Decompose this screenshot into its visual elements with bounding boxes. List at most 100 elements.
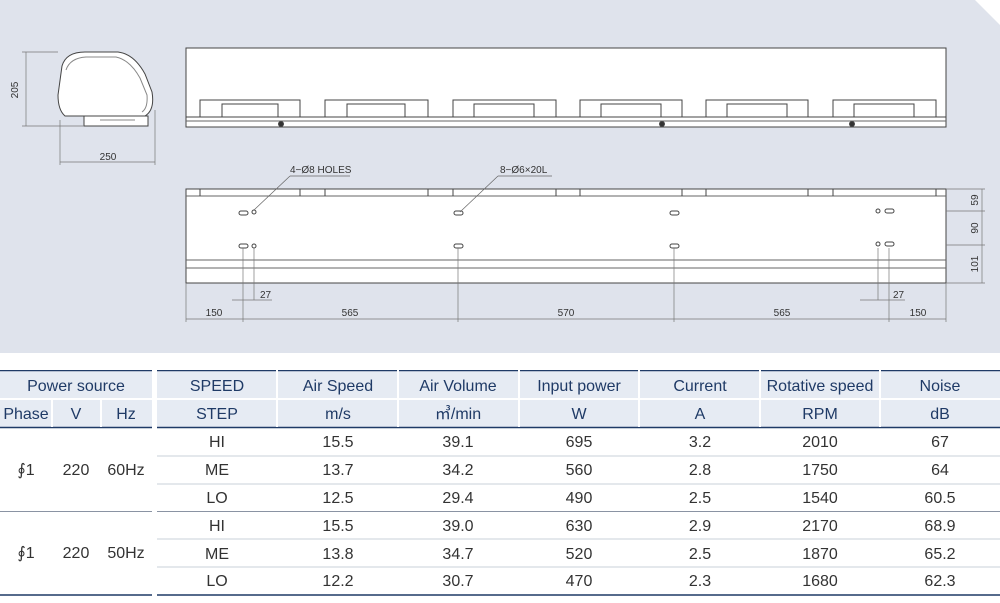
input-power-cell: 470: [566, 573, 593, 590]
air-speed-cell: 15.5: [322, 434, 353, 451]
group1-frequency: 60Hz: [107, 462, 144, 479]
fan-unit: [452, 99, 557, 118]
bottom-dim-570: 570: [558, 308, 575, 319]
mounting-slot: [884, 241, 895, 247]
header-hz: Hz: [116, 406, 136, 423]
header-v: V: [71, 406, 82, 423]
mounting-slot: [238, 243, 249, 249]
rpm-cell: 1750: [802, 462, 838, 479]
bottom-dim-565-right: 565: [774, 308, 791, 319]
air-volume-cell: 39.0: [442, 518, 473, 535]
right-dim-101: 101: [970, 255, 981, 272]
air-speed-cell: 13.7: [322, 462, 353, 479]
side-profile-view: [22, 51, 156, 165]
mounting-slot: [669, 243, 680, 249]
header-rotative-speed: Rotative speed: [767, 378, 874, 395]
air-volume-cell: 30.7: [442, 573, 473, 590]
mounting-slot: [453, 210, 464, 216]
slots-callout: 8−Ø6×20L: [500, 165, 548, 176]
current-cell: 2.8: [689, 462, 711, 479]
fan-unit: [705, 99, 809, 118]
current-cell: 3.2: [689, 434, 711, 451]
header-step: STEP: [196, 406, 238, 423]
bottom-mounting-view: [185, 175, 985, 322]
unit-current: A: [695, 406, 706, 423]
table-row: LO 12.2 30.7 470 2.3 1680 62.3: [206, 573, 955, 590]
rpm-cell: 2170: [802, 518, 838, 535]
group2-phase: ∮1: [17, 545, 34, 562]
spec-table: Power source SPEED Air Speed Air Volume …: [0, 370, 1000, 596]
current-cell: 2.9: [689, 518, 711, 535]
unit-noise: dB: [930, 406, 950, 423]
rpm-cell: 1540: [802, 490, 838, 507]
noise-cell: 60.5: [924, 490, 955, 507]
input-power-cell: 520: [566, 546, 593, 563]
height-dimension-label: 205: [10, 81, 21, 98]
technical-drawing: 205 250: [0, 0, 1000, 353]
noise-cell: 68.9: [924, 518, 955, 535]
air-speed-cell: 12.2: [322, 573, 353, 590]
header-air-volume: Air Volume: [419, 378, 496, 395]
mounting-hole: [875, 241, 881, 247]
header-power-source: Power source: [27, 378, 125, 395]
air-volume-cell: 34.2: [442, 462, 473, 479]
noise-cell: 64: [931, 462, 949, 479]
step-cell: LO: [206, 490, 227, 507]
mounting-hole: [875, 208, 881, 214]
table-row: ME 13.8 34.7 520 2.5 1870 65.2: [205, 546, 956, 563]
right-offset-27: 27: [893, 290, 905, 301]
bottom-dim-565-left: 565: [342, 308, 359, 319]
rpm-cell: 2010: [802, 434, 838, 451]
front-view: [185, 47, 947, 128]
air-speed-cell: 12.5: [322, 490, 353, 507]
header-noise: Noise: [920, 378, 961, 395]
header-speed: SPEED: [190, 378, 244, 395]
step-cell: ME: [205, 462, 229, 479]
right-dim-59: 59: [970, 194, 981, 206]
left-offset-27: 27: [260, 290, 272, 301]
step-cell: HI: [209, 518, 225, 535]
unit-air-volume: ㎥/min: [435, 405, 481, 423]
bottom-dim-150-right: 150: [910, 308, 927, 319]
rpm-cell: 1680: [802, 573, 838, 590]
air-volume-cell: 34.7: [442, 546, 473, 563]
unit-air-speed: m/s: [325, 406, 351, 423]
air-volume-cell: 29.4: [442, 490, 473, 507]
group1-phase: ∮1: [17, 462, 34, 479]
current-cell: 2.5: [689, 490, 711, 507]
header-current: Current: [673, 378, 727, 395]
group2-voltage: 220: [63, 545, 90, 562]
table-row: HI 15.5 39.0 630 2.9 2170 68.9: [209, 518, 956, 535]
fan-unit: [199, 99, 301, 127]
air-speed-cell: 13.8: [322, 546, 353, 563]
group2-frequency: 50Hz: [107, 545, 144, 562]
current-cell: 2.5: [689, 546, 711, 563]
mounting-slot: [238, 210, 249, 216]
right-dim-90: 90: [970, 222, 981, 234]
current-cell: 2.3: [689, 573, 711, 590]
holes-callout: 4−Ø8 HOLES: [290, 165, 352, 176]
step-cell: LO: [206, 573, 227, 590]
noise-cell: 67: [931, 434, 949, 451]
mounting-slot: [884, 208, 895, 214]
table-row: ME 13.7 34.2 560 2.8 1750 64: [205, 462, 949, 479]
bottom-dim-150-left: 150: [206, 308, 223, 319]
table-row: HI 15.5 39.1 695 3.2 2010 67: [209, 434, 949, 451]
input-power-cell: 560: [566, 462, 593, 479]
air-speed-cell: 15.5: [322, 518, 353, 535]
fan-unit: [579, 99, 683, 127]
noise-cell: 65.2: [924, 546, 955, 563]
width-dimension-label: 250: [100, 152, 117, 163]
input-power-cell: 490: [566, 490, 593, 507]
unit-rotative-speed: RPM: [802, 406, 838, 423]
mounting-slot: [669, 210, 680, 216]
input-power-cell: 630: [566, 518, 593, 535]
unit-input-power: W: [571, 406, 587, 423]
group1-voltage: 220: [63, 462, 90, 479]
mounting-slot: [453, 243, 464, 249]
air-volume-cell: 39.1: [442, 434, 473, 451]
fan-unit: [324, 99, 429, 118]
header-phase: Phase: [3, 406, 48, 423]
step-cell: HI: [209, 434, 225, 451]
rpm-cell: 1870: [802, 546, 838, 563]
